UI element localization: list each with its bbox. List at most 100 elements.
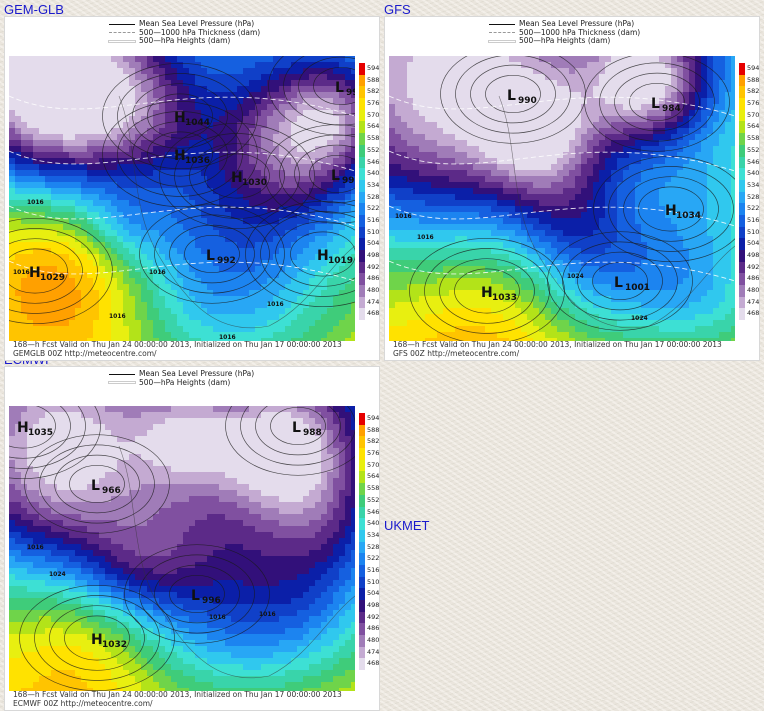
high-pressure-center: H 1034 <box>665 203 701 221</box>
map-legend: Mean Sea Level Pressure (hPa) 500—hPa Hei… <box>108 369 254 388</box>
forecast-map-ecmwf: Mean Sea Level Pressure (hPa) 500—hPa Hei… <box>4 366 380 711</box>
colorbar-label: 540 <box>367 169 380 178</box>
high-pressure-center: H 1035 <box>17 420 53 438</box>
colorbar-label: 534 <box>747 180 760 189</box>
isobar-contour <box>599 62 715 142</box>
pressure-center-letter: H <box>665 203 677 219</box>
colorbar-entry: 474 <box>359 296 379 309</box>
pressure-center-value: 1034 <box>676 211 701 221</box>
colorbar-entry: 486 <box>359 623 379 636</box>
forecast-footer: 168—h Fcst Valid on Thu Jan 24 00:00:00 … <box>393 340 722 358</box>
colorbar-label: 564 <box>367 122 380 131</box>
colorbar-entry: 504 <box>359 588 379 600</box>
colorbar-label: 504 <box>367 239 380 248</box>
isobar-contour <box>279 134 355 214</box>
colorbar-entry: 534 <box>359 179 379 192</box>
colorbar-entry: 474 <box>739 296 760 309</box>
colorbar-entry: 522 <box>739 203 759 215</box>
isobar-contour <box>9 248 68 294</box>
isobar-contour <box>638 186 704 232</box>
isobar-contour <box>102 100 258 208</box>
pressure-center-value: 1033 <box>492 293 517 303</box>
colorbar-label: 474 <box>747 297 760 306</box>
colorbar-swatch <box>359 250 365 262</box>
colorbar-label: 504 <box>367 589 380 598</box>
legend-entry-heights: 500—hPa Heights (dam) <box>488 36 640 46</box>
isobar-contour <box>169 574 225 614</box>
low-pressure-center: L 988 <box>292 420 322 438</box>
isobar-contour <box>629 82 685 122</box>
colorbar-entry: 582 <box>359 436 379 449</box>
isobar-contour <box>454 268 520 314</box>
colorbar-swatch <box>359 86 365 99</box>
forecast-source-text: GEMGLB 00Z http://meteocentre.com/ <box>13 348 157 358</box>
low-pressure-center: L 966 <box>91 478 121 496</box>
isobar-label: 1016 <box>219 334 236 341</box>
forecast-source-text: GFS 00Z http://meteocentre.com/ <box>393 348 520 358</box>
colorbar-entry: 570 <box>359 109 380 122</box>
isobar-contour <box>577 251 663 311</box>
colorbar-label: 498 <box>367 601 380 609</box>
colorbar-entry: 594 <box>359 413 379 425</box>
colorbar-swatch <box>739 273 745 286</box>
isobar-label: 1016 <box>259 611 276 618</box>
legend-line-swatch <box>109 373 135 375</box>
colorbar-entry: 522 <box>359 553 379 565</box>
colorbar-label: 468 <box>367 659 380 668</box>
pressure-center-letter: L <box>614 275 623 291</box>
isobar-contour <box>245 200 355 308</box>
pressure-center-letter: H <box>17 420 29 436</box>
isobar-contour <box>9 406 86 469</box>
colorbar-entry: 564 <box>359 121 380 134</box>
colorbar-swatch <box>739 203 745 215</box>
pressure-center-letter: L <box>651 96 660 112</box>
isobar-contour <box>225 406 355 476</box>
colorbar-entry: 558 <box>739 133 759 145</box>
colorbar-swatch <box>359 109 365 122</box>
low-pressure-center: L 992 <box>206 248 236 266</box>
colorbar-swatch <box>739 168 745 180</box>
colorbar-entry: 468 <box>739 308 759 321</box>
coastline <box>118 445 355 679</box>
isobar-contour <box>470 64 556 124</box>
legend-label: Mean Sea Level Pressure (hPa) <box>519 19 635 28</box>
forecast-footer: 168—h Fcst Valid on Thu Jan 24 00:00:00 … <box>13 340 342 358</box>
pressure-center-letter: H <box>29 265 41 281</box>
isobar-label: 1016 <box>27 544 44 551</box>
high-pressure-center: H 1030 <box>231 170 267 188</box>
colorbar-entry: 516 <box>739 214 759 227</box>
colorbar-entry: 558 <box>359 133 379 145</box>
colorbar-entry: 564 <box>359 471 379 484</box>
legend-entry-heights: 500—hPa Heights (dam) <box>108 378 254 388</box>
isobar-contour <box>159 122 315 230</box>
low-pressure-center: L 996 <box>191 588 221 606</box>
thickness-contour <box>389 205 735 227</box>
isobar-contour <box>39 444 155 524</box>
isobar-contour <box>260 211 355 297</box>
pressure-center-letter: H <box>174 148 186 164</box>
colorbar-swatch <box>359 611 365 624</box>
colorbar-label: 570 <box>367 110 380 119</box>
isobar-contour <box>584 56 730 152</box>
colorbar-entry: 546 <box>359 156 379 169</box>
colorbar-swatch <box>359 564 365 577</box>
colorbar-entry: 504 <box>739 238 759 250</box>
colorbar-entry: 516 <box>359 564 379 577</box>
colorbar-swatch <box>739 250 745 262</box>
colorbar-swatch <box>739 144 745 157</box>
thickness-contour <box>9 205 355 227</box>
colorbar-label: 582 <box>747 87 760 96</box>
colorbar-swatch <box>359 553 365 565</box>
isobar-contour <box>147 131 213 177</box>
isobar-contour <box>132 83 228 149</box>
legend-label: Mean Sea Level Pressure (hPa) <box>139 19 255 28</box>
isobar-contour <box>9 217 113 325</box>
colorbar-entry: 498 <box>359 600 379 612</box>
colorbar-label: 522 <box>367 554 380 563</box>
isobar-contour <box>147 93 213 139</box>
colorbar-entry: 594 <box>359 63 379 75</box>
colorbar-label: 498 <box>367 251 380 259</box>
colorbar-label: 528 <box>367 542 380 551</box>
forecast-source-text: ECMWF 00Z http://meteocentre.com/ <box>13 698 153 708</box>
